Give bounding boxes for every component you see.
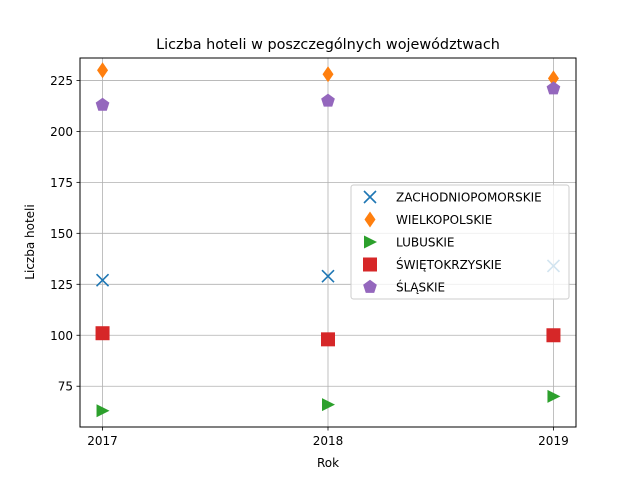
data-point-lubuskie bbox=[322, 398, 335, 412]
x-axis-ticks: 2017 2018 2019 bbox=[87, 427, 569, 448]
data-point--wi-tokrzyskie bbox=[95, 326, 110, 341]
data-point--l-skie bbox=[95, 97, 110, 111]
data-point-wielkopolskie bbox=[97, 62, 109, 79]
chart-title: Liczba hoteli w poszczególnych województ… bbox=[156, 37, 500, 53]
y-tick-label: 150 bbox=[50, 227, 73, 241]
x-axis-label: Rok bbox=[317, 456, 339, 470]
y-tick-label: 200 bbox=[50, 125, 73, 139]
legend-marker bbox=[363, 279, 377, 293]
legend-marker bbox=[363, 190, 377, 204]
legend-label: ŚWIĘTOKRZYSKIE bbox=[396, 257, 502, 272]
data-point-lubuskie bbox=[96, 404, 110, 418]
y-tick-label: 100 bbox=[50, 329, 73, 343]
legend-box bbox=[350, 184, 570, 300]
legend-label: LUBUSKIE bbox=[396, 236, 455, 250]
data-point-wielkopolskie bbox=[322, 66, 334, 83]
data-point--l-skie bbox=[546, 81, 561, 95]
data-point-wielkopolskie bbox=[547, 70, 559, 87]
data-point-lubuskie bbox=[547, 389, 561, 403]
x-tick-label: 2017 bbox=[87, 434, 118, 448]
data-points bbox=[95, 62, 561, 418]
data-point--wi-tokrzyskie bbox=[321, 332, 335, 347]
y-axis-ticks: 75 100 125 150 175 200 225 bbox=[50, 74, 80, 394]
x-tick-label: 2019 bbox=[538, 434, 569, 448]
legend-marker bbox=[364, 211, 376, 228]
data-point--l-skie bbox=[321, 93, 335, 107]
y-tick-label: 125 bbox=[50, 278, 73, 292]
legend-marker bbox=[364, 235, 377, 249]
y-tick-label: 175 bbox=[50, 176, 73, 190]
y-tick-label: 75 bbox=[58, 380, 73, 394]
legend: ZACHODNIOPOMORSKIE WIELKOPOLSKIE LUBUSKIE Ś… bbox=[350, 184, 570, 300]
legend-marker bbox=[363, 257, 377, 272]
data-point-zachodniopomorskie bbox=[95, 273, 110, 287]
legend-label: ŚLĄSKIE bbox=[396, 280, 445, 295]
legend-label: WIELKOPOLSKIE bbox=[396, 213, 492, 227]
data-point--wi-tokrzyskie bbox=[546, 328, 561, 343]
data-point-zachodniopomorskie bbox=[321, 269, 335, 283]
x-tick-label: 2018 bbox=[313, 434, 344, 448]
y-axis-label: Liczba hoteli bbox=[23, 204, 37, 279]
legend-label: ZACHODNIOPOMORSKIE bbox=[396, 191, 542, 205]
y-tick-label: 225 bbox=[50, 74, 73, 88]
